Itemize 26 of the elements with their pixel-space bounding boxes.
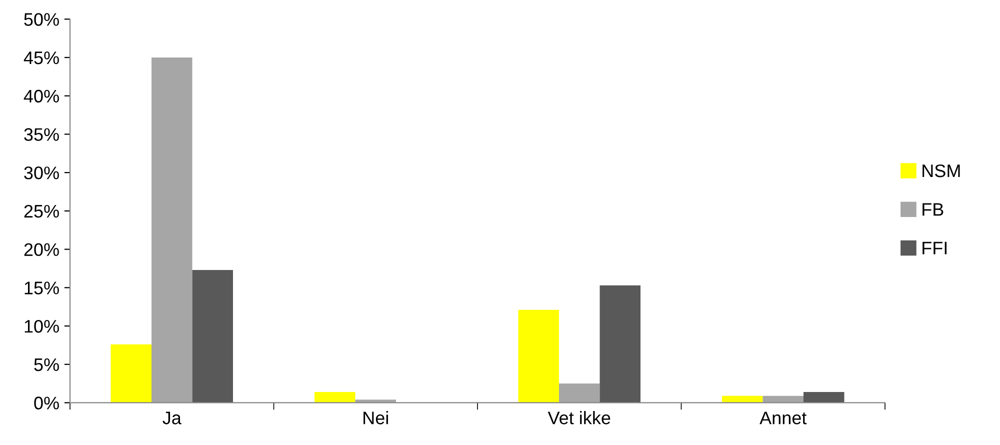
bar [518,310,559,403]
y-tick-label: 50% [24,13,59,26]
legend-label: FB [922,203,944,216]
bar [192,270,233,403]
y-tick-label: 40% [24,90,59,103]
y-tick-label: 30% [24,166,59,180]
y-tick-label: 0% [34,396,59,410]
x-tick-label: Ja [162,412,182,424]
bar [314,392,356,403]
bar [600,285,640,403]
bar [110,344,152,403]
legend-label: FFI [922,242,947,254]
legend-label: NSM [922,164,960,178]
y-tick-label: 5% [34,358,59,372]
y-tick-label: 15% [24,282,59,294]
y-tick-label: 10% [24,320,59,333]
bar [804,392,844,403]
bar [559,384,600,403]
x-tick-label: Vet ikke [548,411,610,424]
x-tick-label: Nei [364,411,388,424]
y-tick-label: 25% [24,204,59,218]
y-tick-label: 45% [24,52,59,64]
x-tick-label: Annet [760,412,807,424]
bar [152,57,192,403]
y-tick-label: 20% [24,243,59,256]
y-tick-label: 35% [24,128,59,141]
